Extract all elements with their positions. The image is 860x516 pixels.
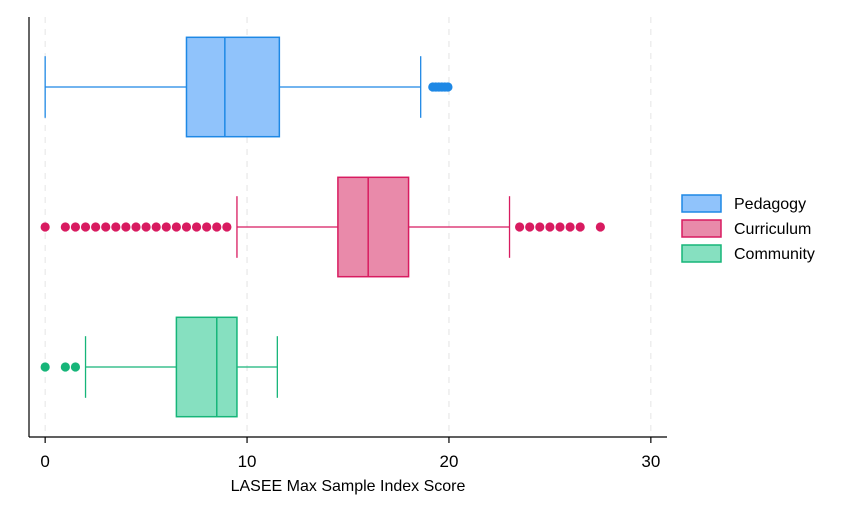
outlier-point xyxy=(545,222,555,232)
iqr-box xyxy=(337,176,410,278)
x-tick-label: 10 xyxy=(238,452,257,471)
outlier-point xyxy=(212,222,222,232)
outlier-point xyxy=(535,222,545,232)
outlier-point xyxy=(101,222,111,232)
outlier-point xyxy=(60,222,70,232)
outlier-point xyxy=(515,222,525,232)
x-ticks: 0 10 20 30 xyxy=(40,437,660,471)
legend-item-pedagogy: Pedagogy xyxy=(681,194,806,213)
outlier-point xyxy=(141,222,151,232)
legend-swatch xyxy=(681,244,722,263)
outlier-point xyxy=(40,362,50,372)
legend-label: Community xyxy=(734,246,815,263)
legend-item-curriculum: Curriculum xyxy=(681,219,811,238)
outlier-point xyxy=(70,362,81,372)
iqr-box xyxy=(175,316,238,418)
x-tick-label: 30 xyxy=(641,452,660,471)
iqr-box xyxy=(185,36,281,138)
x-tick-label: 20 xyxy=(439,452,458,471)
outlier-point xyxy=(565,222,575,232)
box-series xyxy=(40,36,605,418)
legend-swatch xyxy=(681,194,722,213)
box-curriculum xyxy=(40,176,605,278)
x-axis-title: LASEE Max Sample Index Score xyxy=(231,478,466,495)
outlier-point xyxy=(111,222,121,232)
outlier-point xyxy=(131,222,141,232)
outlier-point xyxy=(151,222,161,232)
outlier-point xyxy=(161,222,171,232)
outlier-point xyxy=(191,222,202,232)
legend-label: Curriculum xyxy=(734,221,811,238)
outlier-point xyxy=(40,222,50,232)
outlier-point xyxy=(525,222,535,232)
legend: Pedagogy Curriculum Community xyxy=(681,194,815,263)
outlier-point xyxy=(121,222,131,232)
box-pedagogy xyxy=(44,36,453,138)
legend-item-community: Community xyxy=(681,244,815,263)
outlier-point xyxy=(60,362,70,372)
outlier-point xyxy=(575,222,585,232)
outlier-point xyxy=(202,222,212,232)
axes xyxy=(28,17,667,438)
outlier-point xyxy=(443,82,453,92)
legend-label: Pedagogy xyxy=(734,196,806,213)
outlier-point xyxy=(595,222,605,232)
outlier-point xyxy=(171,222,181,232)
outlier-point xyxy=(91,222,101,232)
outlier-point xyxy=(555,222,565,232)
outlier-point xyxy=(80,222,91,232)
outlier-point xyxy=(181,222,192,232)
legend-swatch xyxy=(681,219,722,238)
outlier-point xyxy=(70,222,81,232)
box-community xyxy=(40,316,278,418)
outlier-point xyxy=(222,222,232,232)
x-tick-label: 0 xyxy=(40,452,49,471)
